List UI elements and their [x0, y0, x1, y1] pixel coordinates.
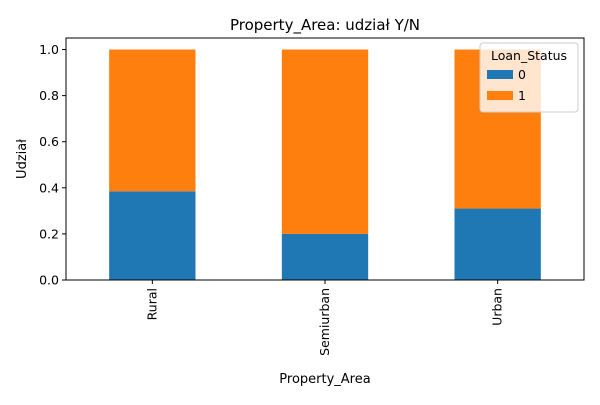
- bar-semiurban-series-1: [281, 49, 369, 234]
- legend-swatch-series-1: [487, 91, 513, 100]
- legend-title: Loan_Status: [491, 48, 567, 63]
- legend-swatch-series-0: [487, 70, 513, 79]
- x-tick-label: Rural: [144, 288, 159, 320]
- bar-urban-series-0: [454, 208, 541, 280]
- chart-title: Property_Area: udział Y/N: [230, 16, 420, 35]
- legend-label-series-1: 1: [518, 88, 526, 103]
- legend: Loan_Status 0 1: [479, 42, 579, 113]
- y-tick-label: 0.2: [39, 226, 59, 241]
- y-tick-label: 0.0: [39, 273, 59, 288]
- y-axis: 0.0 0.2 0.4 0.6 0.8 1.0: [39, 42, 66, 288]
- y-tick-label: 0.8: [39, 88, 59, 103]
- plot-frame: [65, 37, 585, 281]
- y-tick-label: 0.4: [39, 180, 59, 195]
- x-tick-label: Semiurban: [317, 288, 332, 356]
- bar-rural-series-1: [109, 49, 196, 192]
- x-tick-label: Urban: [490, 288, 505, 326]
- bar-rural-series-0: [109, 191, 196, 280]
- y-tick-label: 0.6: [39, 134, 59, 149]
- legend-label-series-0: 0: [518, 67, 526, 82]
- plot-area: [109, 49, 541, 280]
- bar-semiurban-series-0: [281, 233, 369, 280]
- y-tick-label: 1.0: [39, 42, 59, 57]
- y-axis-label: Udział: [15, 139, 30, 179]
- x-axis-label: Property_Area: [279, 372, 370, 387]
- x-axis: Rural Semiurban Urban: [144, 280, 505, 356]
